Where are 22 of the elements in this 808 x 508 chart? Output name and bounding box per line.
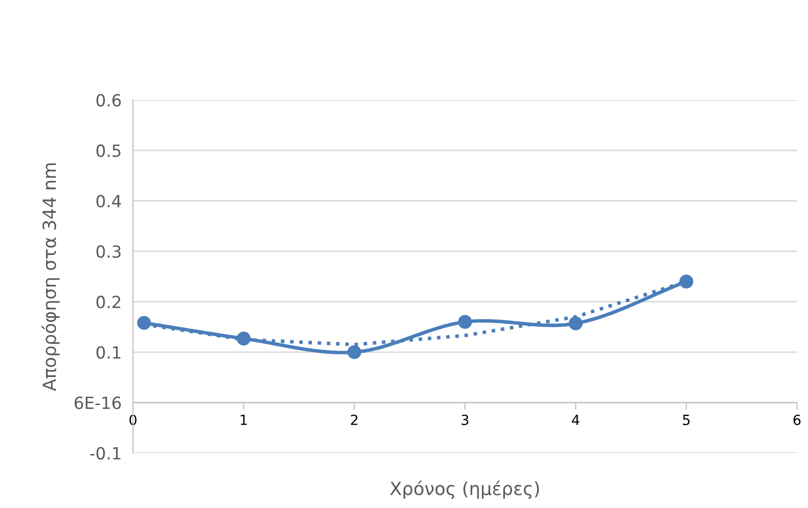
x-tick-label: 1 xyxy=(240,414,247,425)
x-tick-label: 3 xyxy=(462,414,468,426)
x-tick-label: 5 xyxy=(682,414,690,426)
y-tick-label: 0.5 xyxy=(96,144,120,157)
point xyxy=(679,274,694,288)
y-tick-label: 0.2 xyxy=(96,296,120,308)
y-tick-label: 0.3 xyxy=(96,245,121,258)
x-tick-label: 4 xyxy=(572,414,580,425)
y-tick-label: 0.1 xyxy=(96,346,120,359)
y-tick-label: 0.6 xyxy=(96,94,121,107)
point xyxy=(137,316,152,330)
point xyxy=(347,345,362,360)
y-tick-label: 0.4 xyxy=(96,194,121,208)
y-axis-title: Απορρόφηση στα 344 nm xyxy=(41,163,60,392)
point xyxy=(236,332,251,346)
point xyxy=(458,314,472,329)
x-tick-label: 6 xyxy=(794,414,801,426)
x-tick-label: 2 xyxy=(350,414,358,425)
point xyxy=(568,316,583,330)
y-tick-label: -0.1 xyxy=(90,446,120,460)
x-axis-title: Χρόνος (ημέρες) xyxy=(390,480,539,499)
y-tick-label: 6E-16 xyxy=(74,396,121,410)
